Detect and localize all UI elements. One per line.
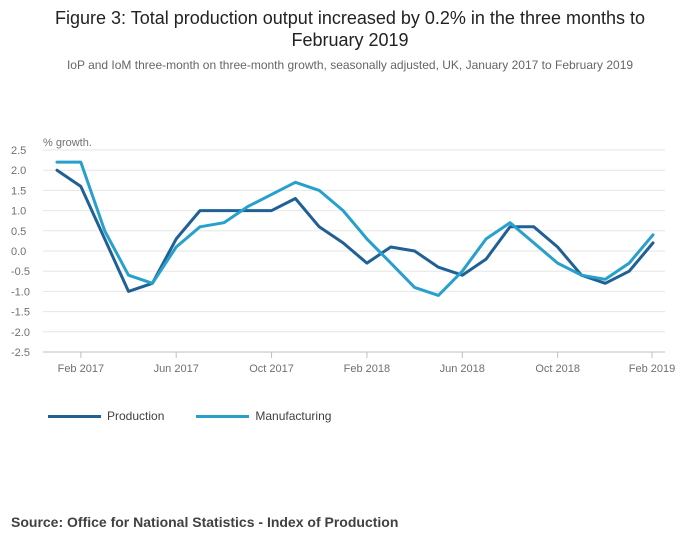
y-tick-label: -1.0 <box>11 286 30 298</box>
legend-swatch-production <box>48 414 101 418</box>
y-axis-label: % growth. <box>43 137 92 149</box>
series-layer <box>55 160 655 297</box>
chart-subtitle: IoP and IoM three-month on three-month g… <box>66 58 634 72</box>
source-note: Source: Office for National Statistics -… <box>11 514 399 530</box>
y-tick-label: 1.0 <box>11 206 26 218</box>
x-tick-label: Feb 2017 <box>58 363 104 375</box>
y-tick-label: 2.5 <box>11 145 26 157</box>
legend-label-production: Production <box>107 409 165 423</box>
x-tick-label: Oct 2017 <box>249 363 294 375</box>
legend-label-manufacturing: Manufacturing <box>255 409 332 423</box>
chart-title: Figure 3: Total production output increa… <box>54 8 646 50</box>
legend: Production Manufacturing <box>48 409 363 423</box>
legend-item-manufacturing[interactable]: Manufacturing <box>196 409 331 423</box>
legend-item-production[interactable]: Production <box>48 409 164 423</box>
y-tick-label: -2.5 <box>11 347 30 359</box>
y-tick-label: 0.0 <box>11 246 26 258</box>
x-tick-label: Jun 2018 <box>440 363 485 375</box>
y-tick-label: 1.5 <box>11 185 26 197</box>
x-tick-label: Oct 2018 <box>535 363 580 375</box>
axis-layer: % growth. 2.5 2.0 1.5 1.0 0.5 0.0 -0.5 -1.0 -1.5 -… <box>11 137 675 375</box>
x-tick-label: Jun 2017 <box>154 363 199 375</box>
grid-layer <box>43 149 665 353</box>
x-tick-label: Feb 2018 <box>344 363 390 375</box>
series-line-manufacturing[interactable] <box>55 160 655 297</box>
y-tick-label: -2.0 <box>11 327 30 339</box>
y-tick-label: -0.5 <box>11 266 30 278</box>
x-tick-label: Feb 2019 <box>629 363 675 375</box>
y-tick-label: 2.0 <box>11 165 26 177</box>
y-tick-label: 0.5 <box>11 226 26 238</box>
y-tick-label: -1.5 <box>11 307 30 319</box>
legend-swatch-manufacturing <box>196 414 250 418</box>
